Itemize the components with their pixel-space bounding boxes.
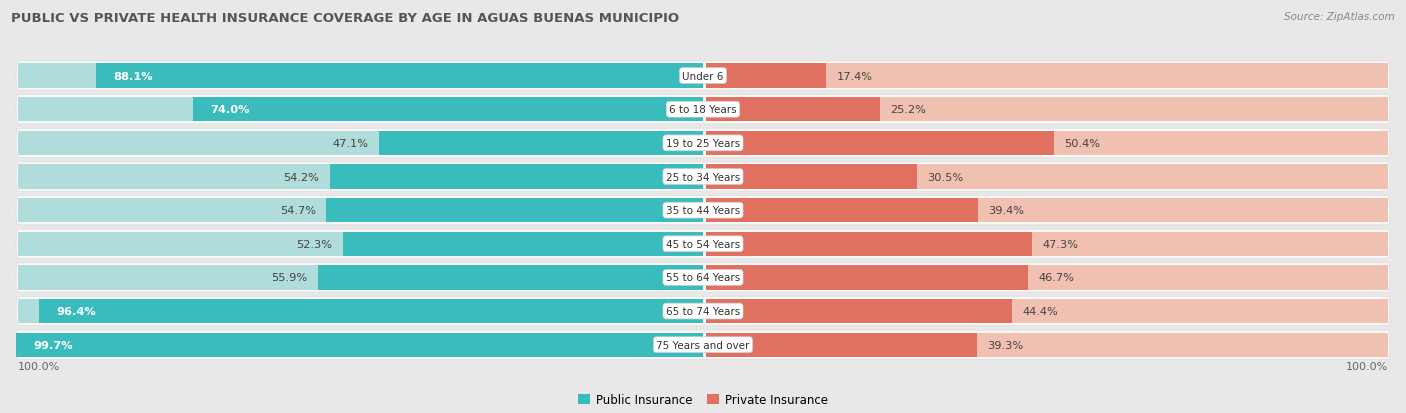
Text: 46.7%: 46.7% xyxy=(1039,273,1074,283)
FancyBboxPatch shape xyxy=(39,299,703,323)
FancyBboxPatch shape xyxy=(17,131,700,156)
FancyBboxPatch shape xyxy=(17,232,700,256)
Text: 65 to 74 Years: 65 to 74 Years xyxy=(666,306,740,316)
FancyBboxPatch shape xyxy=(15,62,1391,91)
FancyBboxPatch shape xyxy=(329,165,703,189)
FancyBboxPatch shape xyxy=(343,232,703,256)
FancyBboxPatch shape xyxy=(15,333,703,357)
Text: 19 to 25 Years: 19 to 25 Years xyxy=(666,138,740,149)
Text: 74.0%: 74.0% xyxy=(211,105,250,115)
Text: 54.2%: 54.2% xyxy=(284,172,319,182)
Text: Under 6: Under 6 xyxy=(682,71,724,81)
Text: 75 Years and over: 75 Years and over xyxy=(657,340,749,350)
FancyBboxPatch shape xyxy=(706,98,880,122)
Legend: Public Insurance, Private Insurance: Public Insurance, Private Insurance xyxy=(574,389,832,411)
FancyBboxPatch shape xyxy=(318,266,703,290)
Text: 30.5%: 30.5% xyxy=(927,172,963,182)
Text: 88.1%: 88.1% xyxy=(114,71,153,81)
Text: 47.1%: 47.1% xyxy=(332,138,368,149)
FancyBboxPatch shape xyxy=(706,299,1389,323)
FancyBboxPatch shape xyxy=(15,297,1391,326)
FancyBboxPatch shape xyxy=(706,333,1389,357)
FancyBboxPatch shape xyxy=(706,98,1389,122)
Text: 99.7%: 99.7% xyxy=(34,340,73,350)
Text: 55.9%: 55.9% xyxy=(271,273,308,283)
FancyBboxPatch shape xyxy=(17,199,700,223)
Text: Source: ZipAtlas.com: Source: ZipAtlas.com xyxy=(1284,12,1395,22)
FancyBboxPatch shape xyxy=(706,266,1389,290)
FancyBboxPatch shape xyxy=(193,98,703,122)
FancyBboxPatch shape xyxy=(15,196,1391,225)
Text: 39.3%: 39.3% xyxy=(987,340,1024,350)
Text: 44.4%: 44.4% xyxy=(1022,306,1059,316)
FancyBboxPatch shape xyxy=(15,230,1391,259)
FancyBboxPatch shape xyxy=(17,299,700,323)
Text: 6 to 18 Years: 6 to 18 Years xyxy=(669,105,737,115)
FancyBboxPatch shape xyxy=(17,98,700,122)
FancyBboxPatch shape xyxy=(706,333,977,357)
Text: 100.0%: 100.0% xyxy=(17,361,59,371)
FancyBboxPatch shape xyxy=(15,330,1391,359)
FancyBboxPatch shape xyxy=(15,95,1391,125)
FancyBboxPatch shape xyxy=(706,131,1389,156)
FancyBboxPatch shape xyxy=(706,131,1053,156)
Text: 52.3%: 52.3% xyxy=(297,239,332,249)
Text: 35 to 44 Years: 35 to 44 Years xyxy=(666,206,740,216)
FancyBboxPatch shape xyxy=(706,165,1389,189)
FancyBboxPatch shape xyxy=(96,64,703,88)
FancyBboxPatch shape xyxy=(15,263,1391,292)
Text: 47.3%: 47.3% xyxy=(1043,239,1078,249)
FancyBboxPatch shape xyxy=(706,232,1032,256)
FancyBboxPatch shape xyxy=(17,165,700,189)
FancyBboxPatch shape xyxy=(17,333,700,357)
FancyBboxPatch shape xyxy=(706,232,1389,256)
FancyBboxPatch shape xyxy=(15,162,1391,192)
FancyBboxPatch shape xyxy=(17,266,700,290)
Text: 25 to 34 Years: 25 to 34 Years xyxy=(666,172,740,182)
FancyBboxPatch shape xyxy=(326,199,703,223)
FancyBboxPatch shape xyxy=(378,131,703,156)
FancyBboxPatch shape xyxy=(706,64,827,88)
Text: 100.0%: 100.0% xyxy=(1347,361,1389,371)
FancyBboxPatch shape xyxy=(15,129,1391,158)
Text: 54.7%: 54.7% xyxy=(280,206,316,216)
FancyBboxPatch shape xyxy=(17,64,700,88)
FancyBboxPatch shape xyxy=(706,299,1012,323)
FancyBboxPatch shape xyxy=(706,165,917,189)
Text: 50.4%: 50.4% xyxy=(1064,138,1099,149)
Text: 39.4%: 39.4% xyxy=(988,206,1024,216)
Text: 45 to 54 Years: 45 to 54 Years xyxy=(666,239,740,249)
FancyBboxPatch shape xyxy=(706,266,1028,290)
Text: 25.2%: 25.2% xyxy=(890,105,927,115)
FancyBboxPatch shape xyxy=(706,199,1389,223)
Text: 17.4%: 17.4% xyxy=(837,71,873,81)
Text: 96.4%: 96.4% xyxy=(56,306,96,316)
FancyBboxPatch shape xyxy=(706,64,1389,88)
Text: 55 to 64 Years: 55 to 64 Years xyxy=(666,273,740,283)
FancyBboxPatch shape xyxy=(706,199,979,223)
Text: PUBLIC VS PRIVATE HEALTH INSURANCE COVERAGE BY AGE IN AGUAS BUENAS MUNICIPIO: PUBLIC VS PRIVATE HEALTH INSURANCE COVER… xyxy=(11,12,679,25)
